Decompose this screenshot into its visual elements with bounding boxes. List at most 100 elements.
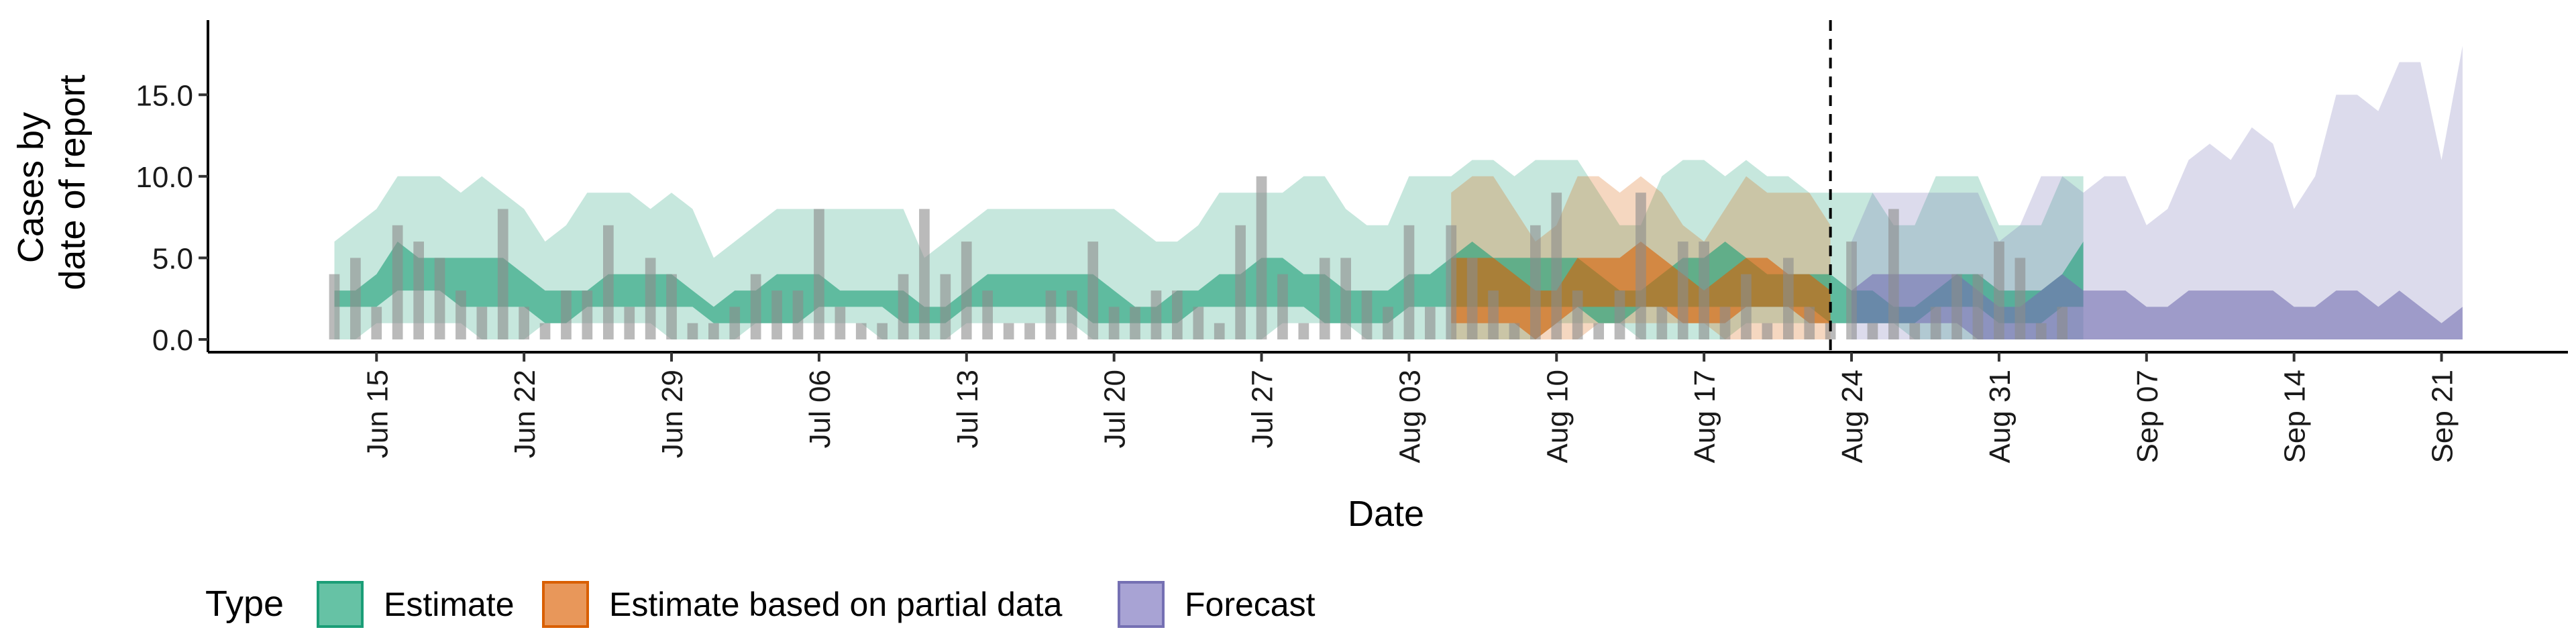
reported-case-bars xyxy=(329,176,2068,339)
reported-case-bar xyxy=(1635,193,1646,339)
legend-key xyxy=(1118,581,1165,628)
reported-case-bar xyxy=(1804,307,1815,339)
reported-case-bar xyxy=(961,241,972,339)
reported-case-bar xyxy=(1277,274,1288,339)
y-axis-title-line-1: Cases by xyxy=(11,112,51,263)
reported-case-bar xyxy=(1994,241,2004,339)
reported-case-bar xyxy=(750,274,761,339)
legend-label: Forecast xyxy=(1185,586,1316,623)
reported-case-bar xyxy=(1193,307,1204,339)
reported-case-bar xyxy=(792,290,804,339)
legend-key xyxy=(542,581,589,628)
reported-case-bar xyxy=(519,307,529,339)
reported-case-bar xyxy=(1656,307,1668,339)
legend-title: Type xyxy=(205,584,284,624)
x-tick-label: Aug 31 xyxy=(1984,370,2017,463)
reported-case-bar xyxy=(666,274,677,339)
reported-case-bar xyxy=(814,209,824,339)
x-axis: Jun 15 Jun 22 Jun 29 Jul 06 Jul 13 Jul 20 Jul … xyxy=(208,351,2568,463)
reported-case-bar xyxy=(2057,307,2068,339)
x-axis-title: Date xyxy=(1348,494,1424,534)
reported-case-bar xyxy=(434,258,445,339)
plot-panel xyxy=(329,20,2463,352)
reported-case-bar xyxy=(1530,225,1541,339)
reported-case-bar xyxy=(855,323,867,339)
reported-case-bar xyxy=(1699,241,1709,339)
reported-case-bar xyxy=(561,290,572,339)
reported-case-bar xyxy=(497,209,508,339)
reported-case-bar xyxy=(476,307,488,339)
reported-case-bar xyxy=(1762,323,1773,339)
reported-case-bar xyxy=(1235,225,1246,339)
reported-case-bar xyxy=(413,241,424,339)
reported-case-bar xyxy=(729,307,741,339)
x-tick-label: Jul 06 xyxy=(804,370,837,448)
x-tick-label: Jul 20 xyxy=(1099,370,1132,448)
reported-case-bar xyxy=(1403,225,1415,339)
reported-case-bar xyxy=(919,209,930,339)
reported-case-bar xyxy=(2015,258,2026,339)
reported-case-bar xyxy=(771,290,782,339)
legend: Type Estimate Estimate based on partial d… xyxy=(205,581,1316,628)
reported-case-bar xyxy=(1614,290,1625,339)
reported-case-bar xyxy=(1719,307,1731,339)
reported-case-bar xyxy=(877,323,888,339)
x-tick-label: Aug 10 xyxy=(1541,370,1574,463)
reported-case-bar xyxy=(539,323,551,339)
reported-case-bar xyxy=(1361,290,1373,339)
legend-label: Estimate based on partial data xyxy=(609,586,1063,623)
reported-case-bar xyxy=(1888,209,1899,339)
y-ticks: 0.0 5.0 10.0 15.0 xyxy=(136,79,208,357)
y-tick-label: 0.0 xyxy=(152,324,193,357)
reported-case-bar xyxy=(603,225,614,339)
reported-case-bar xyxy=(1383,307,1393,339)
reported-case-bar xyxy=(1108,307,1120,339)
y-tick-label: 5.0 xyxy=(152,242,193,275)
reported-case-bar xyxy=(2035,323,2047,339)
x-tick-label: Jul 13 xyxy=(951,370,984,448)
reported-case-bar xyxy=(982,290,993,339)
reported-case-bar xyxy=(1509,323,1520,339)
reported-case-bar xyxy=(1087,241,1099,339)
reported-case-bar xyxy=(1572,290,1583,339)
reported-case-bar xyxy=(350,258,361,339)
reported-case-bar xyxy=(1951,274,1962,339)
reported-case-bar xyxy=(940,274,951,339)
y-axis-title: Cases by date of report xyxy=(11,74,93,290)
reported-case-bar xyxy=(1425,307,1436,339)
reported-case-bar xyxy=(1340,258,1351,339)
reported-case-bar xyxy=(1256,176,1267,339)
reported-case-bar xyxy=(1466,258,1478,339)
reported-case-bar xyxy=(1319,258,1330,339)
reported-case-bar xyxy=(1150,290,1162,339)
reported-case-bar xyxy=(1909,323,1921,339)
reported-case-bar xyxy=(1972,274,1984,339)
reported-case-bar xyxy=(1741,274,1752,339)
reported-case-bar xyxy=(624,307,635,339)
reported-case-bar xyxy=(329,274,340,339)
y-axis-title-line-2: date of report xyxy=(52,74,93,290)
x-tick-label: Sep 14 xyxy=(2279,370,2312,463)
reported-case-bar xyxy=(1593,323,1604,339)
reported-case-bar xyxy=(1846,241,1857,339)
reported-case-bar xyxy=(1298,323,1309,339)
x-tick-label: Sep 21 xyxy=(2426,370,2459,463)
reported-case-bar xyxy=(1488,290,1499,339)
legend-key xyxy=(317,581,364,628)
x-tick-label: Jul 27 xyxy=(1246,370,1279,448)
reported-case-bar xyxy=(1024,323,1035,339)
reported-case-bar xyxy=(1045,290,1057,339)
reported-case-bar xyxy=(1172,290,1183,339)
x-tick-label: Aug 24 xyxy=(1836,370,1869,463)
x-tick-label: Aug 17 xyxy=(1688,370,1721,463)
legend-label: Estimate xyxy=(384,586,515,623)
reported-case-bar xyxy=(1930,307,1941,339)
reported-case-bar xyxy=(582,290,593,339)
reported-case-bar xyxy=(1003,323,1014,339)
x-tick-label: Jun 29 xyxy=(656,370,689,458)
reported-case-bar xyxy=(645,258,656,339)
reported-case-bar xyxy=(1677,241,1688,339)
y-tick-label: 15.0 xyxy=(136,79,193,112)
reported-case-bar xyxy=(835,307,846,339)
